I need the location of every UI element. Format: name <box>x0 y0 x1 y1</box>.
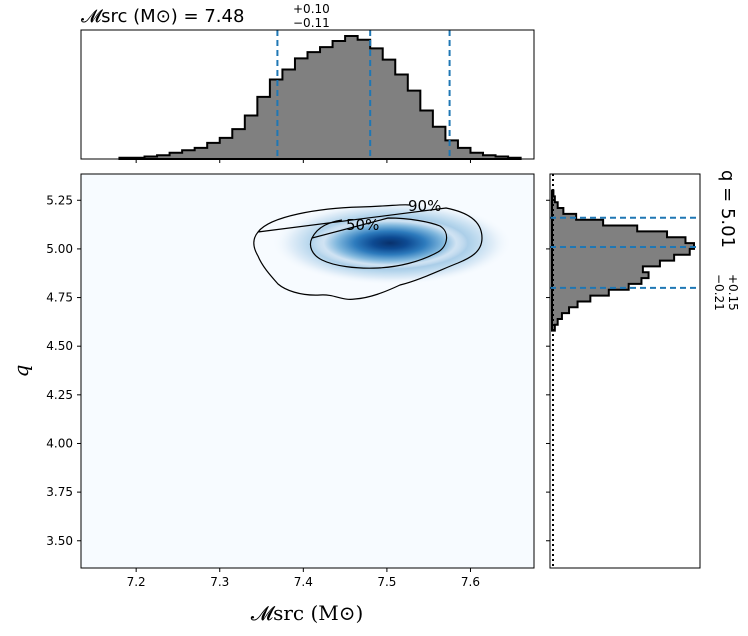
y-tick-label-1: 3.75 <box>46 485 73 499</box>
top-quantile-lines <box>276 30 451 159</box>
y-tick-label-3: 4.25 <box>46 388 73 402</box>
x-tick-label-1: 7.3 <box>210 575 229 589</box>
x-tick-label-3: 7.5 <box>377 575 396 589</box>
right-title-lower: −0.21 <box>712 274 726 311</box>
top-marginal-panel: 𝓜src (M⊙) = 7.48 +0.10 −0.11 <box>80 2 535 163</box>
contour-50 <box>309 217 448 269</box>
right-ticks <box>546 199 550 542</box>
joint-x-ticks: 7.2 7.3 7.4 7.5 7.6 <box>127 568 480 589</box>
top-ticks <box>135 159 471 163</box>
joint-panel: 90% 50% 7.2 7.3 7.4 7.5 7.6 3.50 3.75 4.00 4.25… <box>9 173 535 625</box>
top-title: 𝓜src (M⊙) = 7.48 <box>81 6 244 27</box>
top-title-lower: −0.11 <box>293 16 330 30</box>
x-tick-label-0: 7.2 <box>127 575 146 589</box>
y-tick-label-7: 5.25 <box>46 193 73 207</box>
right-title: q = 5.01 <box>717 170 738 248</box>
y-tick-label-0: 3.50 <box>46 534 73 548</box>
right-hist-steps <box>551 189 695 332</box>
right-histogram <box>551 189 695 332</box>
right-quantile-lines <box>550 216 700 289</box>
contour-label-90: 90% <box>408 197 441 215</box>
density-core <box>312 217 468 269</box>
y-tick-label-6: 5.00 <box>46 242 73 256</box>
contour-90 <box>253 204 483 300</box>
y-tick-label-2: 4.00 <box>46 436 73 450</box>
y-axis-label: q <box>9 365 33 378</box>
top-hist-steps <box>118 35 522 160</box>
x-tick-label-4: 7.6 <box>461 575 480 589</box>
right-title-upper: +0.15 <box>726 274 740 311</box>
y-tick-label-5: 4.75 <box>46 291 73 305</box>
top-histogram <box>118 35 522 160</box>
contour-label-50: 50% <box>346 216 379 234</box>
top-title-upper: +0.10 <box>293 2 330 16</box>
y-tick-label-4: 4.50 <box>46 339 73 353</box>
x-tick-label-2: 7.4 <box>294 575 313 589</box>
x-axis-label: 𝓜src (M⊙) <box>251 601 364 625</box>
joint-y-ticks: 3.50 3.75 4.00 4.25 4.50 4.75 5.00 5.25 <box>46 193 81 548</box>
right-marginal-panel: q = 5.01 +0.15 −0.21 <box>546 170 740 569</box>
